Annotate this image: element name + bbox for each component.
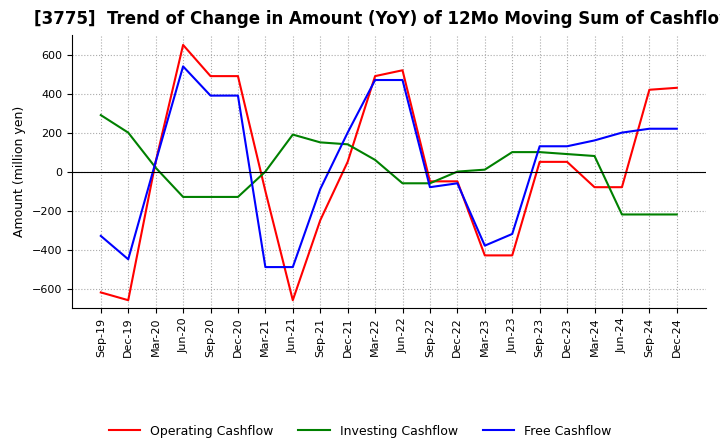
Free Cashflow (316, 187, 325, 192)
Free Cashflow (480, 243, 489, 248)
Free Cashflow (233, 93, 242, 98)
Investing Cashflow (453, 169, 462, 174)
Investing Cashflow (645, 212, 654, 217)
Free Cashflow (563, 143, 572, 149)
Investing Cashflow (96, 113, 105, 118)
Operating Cashflow (563, 159, 572, 165)
Investing Cashflow (426, 181, 434, 186)
Free Cashflow (508, 231, 516, 237)
Free Cashflow (426, 184, 434, 190)
Free Cashflow (536, 143, 544, 149)
Free Cashflow (343, 130, 352, 135)
Operating Cashflow (124, 297, 132, 303)
Investing Cashflow (206, 194, 215, 200)
Operating Cashflow (536, 159, 544, 165)
Investing Cashflow (618, 212, 626, 217)
Operating Cashflow (645, 87, 654, 92)
Free Cashflow (590, 138, 599, 143)
Free Cashflow (261, 264, 270, 270)
Operating Cashflow (289, 297, 297, 303)
Free Cashflow (398, 77, 407, 83)
Operating Cashflow (426, 179, 434, 184)
Free Cashflow (371, 77, 379, 83)
Operating Cashflow (371, 73, 379, 79)
Operating Cashflow (508, 253, 516, 258)
Free Cashflow (289, 264, 297, 270)
Free Cashflow (124, 257, 132, 262)
Investing Cashflow (261, 169, 270, 174)
Free Cashflow (645, 126, 654, 132)
Investing Cashflow (343, 142, 352, 147)
Operating Cashflow (96, 290, 105, 295)
Operating Cashflow (261, 188, 270, 194)
Investing Cashflow (563, 151, 572, 157)
Free Cashflow (151, 159, 160, 165)
Investing Cashflow (124, 130, 132, 135)
Investing Cashflow (371, 157, 379, 162)
Operating Cashflow (480, 253, 489, 258)
Operating Cashflow (672, 85, 681, 91)
Line: Investing Cashflow: Investing Cashflow (101, 115, 677, 214)
Y-axis label: Amount (million yen): Amount (million yen) (13, 106, 26, 237)
Operating Cashflow (179, 42, 187, 48)
Operating Cashflow (618, 184, 626, 190)
Line: Free Cashflow: Free Cashflow (101, 66, 677, 267)
Investing Cashflow (508, 150, 516, 155)
Investing Cashflow (590, 154, 599, 159)
Free Cashflow (453, 181, 462, 186)
Operating Cashflow (343, 159, 352, 165)
Investing Cashflow (151, 165, 160, 170)
Operating Cashflow (233, 73, 242, 79)
Line: Operating Cashflow: Operating Cashflow (101, 45, 677, 300)
Operating Cashflow (151, 159, 160, 165)
Investing Cashflow (179, 194, 187, 200)
Free Cashflow (618, 130, 626, 135)
Investing Cashflow (398, 181, 407, 186)
Free Cashflow (179, 64, 187, 69)
Title: [3775]  Trend of Change in Amount (YoY) of 12Mo Moving Sum of Cashflows: [3775] Trend of Change in Amount (YoY) o… (34, 10, 720, 28)
Investing Cashflow (672, 212, 681, 217)
Investing Cashflow (536, 150, 544, 155)
Free Cashflow (206, 93, 215, 98)
Operating Cashflow (398, 68, 407, 73)
Investing Cashflow (316, 140, 325, 145)
Investing Cashflow (289, 132, 297, 137)
Free Cashflow (96, 233, 105, 238)
Investing Cashflow (233, 194, 242, 200)
Investing Cashflow (480, 167, 489, 172)
Operating Cashflow (206, 73, 215, 79)
Operating Cashflow (590, 184, 599, 190)
Free Cashflow (672, 126, 681, 132)
Legend: Operating Cashflow, Investing Cashflow, Free Cashflow: Operating Cashflow, Investing Cashflow, … (104, 420, 616, 440)
Operating Cashflow (453, 179, 462, 184)
Operating Cashflow (316, 218, 325, 223)
